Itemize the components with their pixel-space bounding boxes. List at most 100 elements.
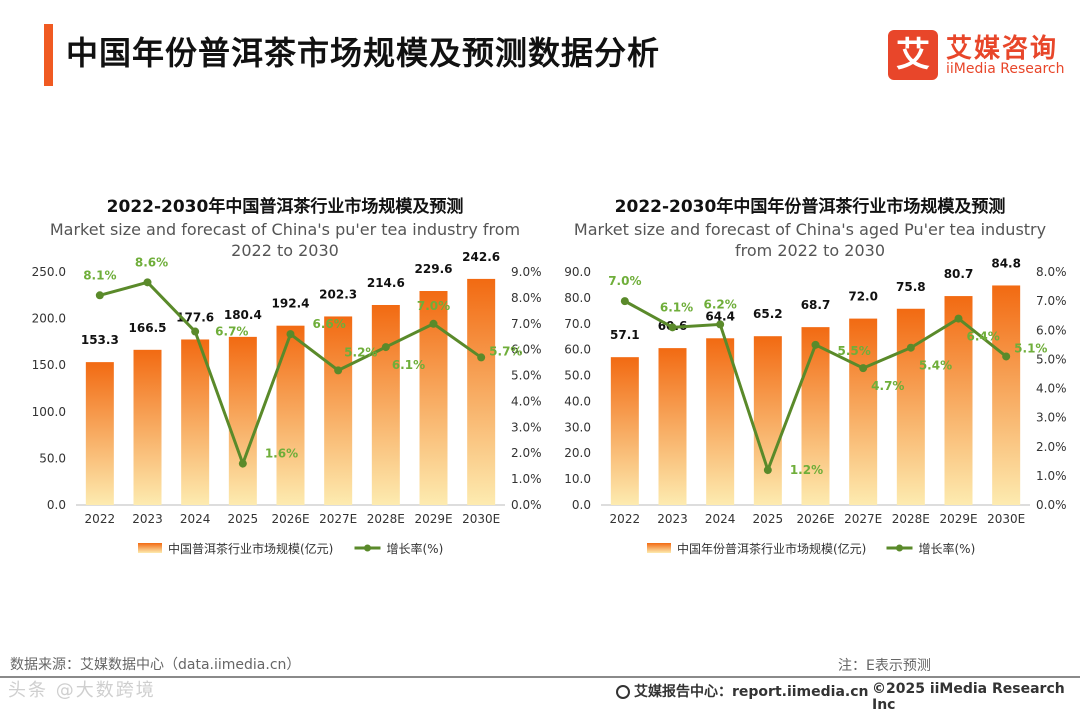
- title-accent-bar: [44, 24, 53, 86]
- y2-tick-label: 8.0%: [1036, 265, 1067, 279]
- x-tick-label: 2027E: [319, 512, 357, 526]
- legend-bar-label: 中国年份普洱茶行业市场规模(亿元): [677, 541, 866, 556]
- chart-title: 2022-2030年中国年份普洱茶行业市场规模及预测: [615, 196, 1006, 217]
- bar: [944, 296, 973, 505]
- y-tick-label: 200.0: [32, 312, 66, 326]
- y2-tick-label: 0.0%: [1036, 498, 1067, 512]
- footer-site-text: 艾媒报告中心：report.iimedia.cn: [634, 684, 869, 700]
- growth-rate-label: 1.6%: [265, 447, 298, 461]
- bar-value-label: 80.7: [944, 267, 974, 281]
- growth-rate-point: [191, 327, 200, 336]
- growth-rate-point: [859, 364, 868, 373]
- logo-mark-icon: 艾: [888, 30, 938, 80]
- bar: [706, 338, 735, 505]
- y2-tick-label: 6.0%: [1036, 323, 1067, 337]
- y2-tick-label: 8.0%: [511, 291, 542, 305]
- bar: [896, 308, 925, 505]
- legend-line-label: 增长率(%): [387, 541, 444, 556]
- forecast-note: 注：E表示预测: [838, 658, 931, 674]
- growth-rate-point: [811, 340, 820, 349]
- y-tick-label: 90.0: [564, 265, 591, 279]
- y2-tick-label: 4.0%: [1036, 382, 1067, 396]
- growth-rate-point: [95, 291, 104, 300]
- growth-rate-label: 6.1%: [660, 300, 693, 314]
- growth-rate-point: [954, 314, 963, 323]
- bar: [324, 316, 353, 505]
- y2-tick-label: 7.0%: [1036, 294, 1067, 308]
- bar-value-label: 192.4: [272, 297, 310, 311]
- y2-tick-label: 1.0%: [511, 472, 542, 486]
- bar: [467, 278, 496, 505]
- growth-rate-point: [1002, 352, 1011, 361]
- bar-value-label: 64.4: [705, 309, 735, 323]
- bar-value-label: 84.8: [991, 256, 1021, 270]
- x-tick-label: 2022: [610, 512, 641, 526]
- legend-line-marker: [364, 544, 371, 552]
- watermark: 头条 @大数跨境: [8, 680, 156, 701]
- growth-rate-label: 8.6%: [135, 255, 168, 269]
- x-tick-label: 2023: [657, 512, 688, 526]
- y2-tick-label: 0.0%: [511, 498, 542, 512]
- bar-value-label: 68.7: [801, 298, 831, 312]
- bar: [85, 362, 114, 505]
- bar-value-label: 57.1: [610, 328, 640, 342]
- data-source: 数据来源：艾媒数据中心（data.iimedia.cn）: [10, 657, 301, 673]
- bar-value-label: 75.8: [896, 280, 926, 294]
- bar-value-label: 180.4: [224, 308, 262, 322]
- logo-chinese-name: 艾媒咨询: [946, 34, 1059, 64]
- footer-site-link[interactable]: 艾媒报告中心：report.iimedia.cn: [616, 681, 869, 701]
- x-tick-label: 2025: [753, 512, 784, 526]
- y-tick-label: 150.0: [32, 358, 66, 372]
- y-tick-label: 0.0: [572, 498, 591, 512]
- y-tick-label: 60.0: [564, 343, 591, 357]
- x-tick-label: 2023: [132, 512, 163, 526]
- growth-rate-point: [381, 343, 390, 352]
- bar: [133, 349, 162, 505]
- y-tick-label: 30.0: [564, 420, 591, 434]
- y2-tick-label: 5.0%: [511, 369, 542, 383]
- bar: [849, 318, 878, 505]
- bar: [181, 339, 210, 505]
- bar: [228, 336, 257, 505]
- x-tick-label: 2029E: [414, 512, 452, 526]
- chart-subtitle: from 2022 to 2030: [735, 241, 885, 260]
- bar: [276, 325, 305, 505]
- growth-rate-label: 6.1%: [392, 358, 425, 372]
- growth-rate-point: [906, 343, 915, 352]
- y2-tick-label: 6.0%: [511, 343, 542, 357]
- growth-rate-label: 4.7%: [871, 379, 904, 393]
- y2-tick-label: 3.0%: [1036, 411, 1067, 425]
- growth-rate-label: 6.7%: [215, 325, 248, 339]
- y2-tick-label: 4.0%: [511, 394, 542, 408]
- growth-rate-point: [763, 466, 772, 475]
- growth-rate-label: 7.0%: [608, 274, 641, 288]
- y2-tick-label: 1.0%: [1036, 469, 1067, 483]
- x-tick-label: 2024: [180, 512, 211, 526]
- y-tick-label: 40.0: [564, 394, 591, 408]
- bar-value-label: 229.6: [415, 262, 453, 276]
- bar: [658, 348, 687, 505]
- growth-rate-point: [238, 459, 247, 468]
- iimedia-logo[interactable]: 艾 艾媒咨询 iiMedia Research: [888, 28, 1068, 82]
- chart-subtitle: Market size and forecast of China's aged…: [574, 220, 1046, 239]
- x-tick-label: 2029E: [939, 512, 977, 526]
- y-tick-label: 100.0: [32, 405, 66, 419]
- growth-rate-label: 5.2%: [344, 345, 377, 359]
- bar-value-label: 153.3: [81, 333, 119, 347]
- growth-rate-point: [286, 330, 295, 339]
- y-tick-label: 250.0: [32, 265, 66, 279]
- legend-line-marker: [896, 544, 903, 552]
- x-tick-label: 2030E: [462, 512, 500, 526]
- growth-rate-label: 5.7%: [489, 344, 522, 358]
- y2-tick-label: 7.0%: [511, 317, 542, 331]
- legend-bar-label: 中国普洱茶行业市场规模(亿元): [168, 541, 333, 556]
- bar: [992, 285, 1021, 505]
- bar-value-label: 242.6: [462, 250, 500, 264]
- footer-divider: [0, 676, 1080, 678]
- y-tick-label: 50.0: [39, 451, 66, 465]
- growth-rate-point: [429, 319, 438, 328]
- legend-bar-swatch: [138, 543, 162, 553]
- growth-rate-label: 6.2%: [704, 297, 737, 311]
- chart-title: 2022-2030年中国普洱茶行业市场规模及预测: [107, 196, 464, 217]
- x-tick-label: 2025: [228, 512, 259, 526]
